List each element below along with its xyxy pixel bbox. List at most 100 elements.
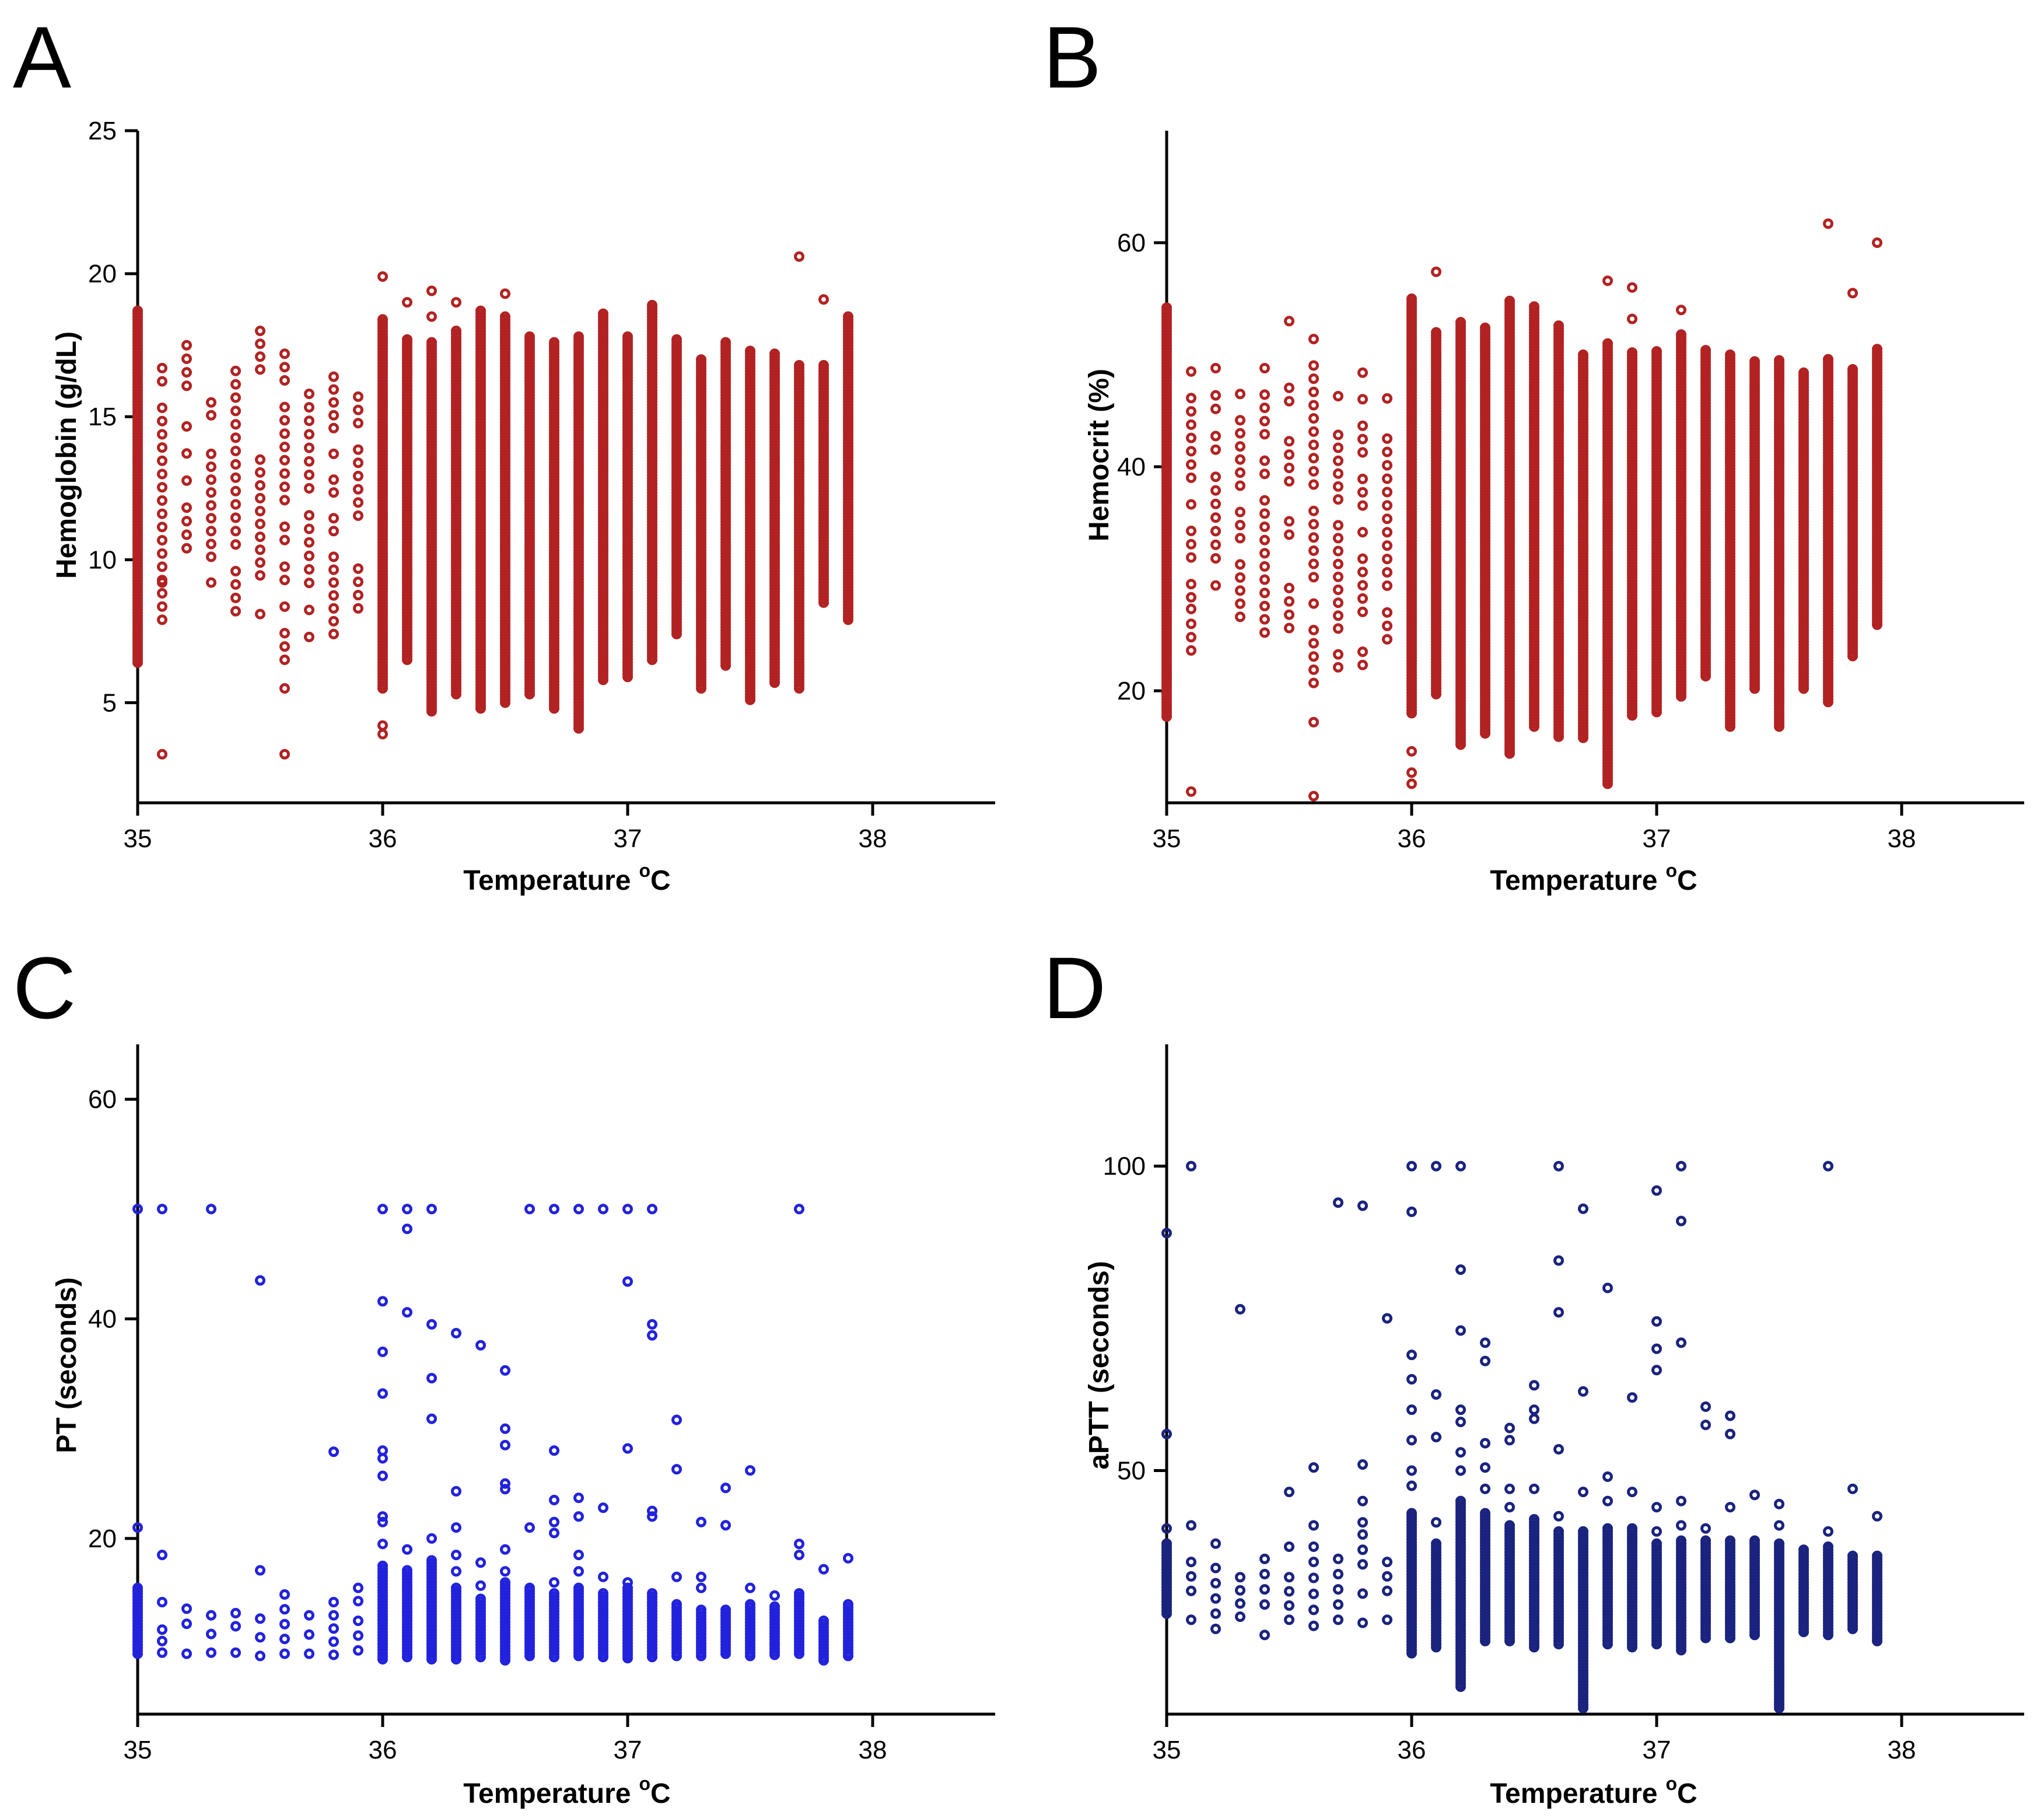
data-point (524, 688, 535, 700)
data-point (426, 706, 437, 717)
outlier-point (377, 729, 388, 740)
data-point (1333, 455, 1343, 466)
data-point (1382, 446, 1392, 457)
data-point (279, 348, 290, 359)
data-point (1308, 598, 1319, 609)
data-point (1357, 447, 1368, 458)
data-point (1333, 597, 1343, 609)
data-point (206, 410, 216, 421)
data-point (157, 482, 167, 493)
data-point (1186, 472, 1196, 483)
data-point (1284, 596, 1294, 607)
data-point (255, 454, 265, 465)
data-point (304, 564, 314, 575)
data-point (230, 459, 241, 470)
data-point (1308, 453, 1319, 464)
data-point (353, 576, 363, 588)
data-point (1357, 646, 1368, 658)
data-point (1308, 413, 1319, 424)
data-point (1235, 585, 1245, 596)
data-point (181, 421, 192, 432)
data-point (1284, 382, 1294, 393)
data-point (157, 469, 167, 480)
data-point (1333, 610, 1343, 621)
data-point (1186, 406, 1196, 417)
data-point (1308, 638, 1319, 649)
data-point (1382, 527, 1392, 538)
data-point (206, 577, 216, 588)
data-point (304, 415, 314, 426)
data-point (1259, 469, 1270, 480)
data-point (1186, 645, 1196, 656)
data-point (279, 601, 290, 612)
data-point (1357, 420, 1368, 431)
data-point (1259, 495, 1270, 506)
data-point (1382, 487, 1392, 498)
outlier-point (1431, 266, 1441, 277)
data-points (1161, 218, 1882, 802)
data-point (1382, 513, 1392, 525)
data-point (230, 405, 241, 417)
data-point (255, 544, 265, 555)
data-point (157, 495, 167, 506)
outlier-point (1406, 778, 1417, 789)
data-point (1308, 519, 1319, 530)
data-point (353, 510, 363, 521)
data-point (1210, 471, 1221, 483)
data-point (1284, 516, 1294, 527)
data-point (1382, 607, 1392, 618)
data-point (1210, 390, 1221, 401)
data-point (279, 654, 290, 665)
data-point (1357, 593, 1368, 604)
data-point (696, 683, 706, 694)
data-point (157, 522, 167, 533)
data-point (1235, 572, 1245, 583)
y-axis-title: Hemocrit (%) (1084, 369, 1115, 541)
data-point (1186, 432, 1196, 443)
data-point (230, 592, 241, 603)
data-point (328, 551, 339, 562)
data-point (304, 510, 314, 521)
data-point (1357, 433, 1368, 445)
data-point (1308, 479, 1319, 490)
data-point (1333, 558, 1343, 569)
data-point (1210, 431, 1221, 442)
data-point (328, 590, 339, 601)
data-point (1308, 505, 1319, 516)
x-tick-label: 37 (1643, 824, 1671, 853)
outlier-point (402, 297, 412, 308)
data-point (1210, 580, 1221, 591)
data-point (1235, 598, 1245, 609)
data-point (230, 499, 241, 510)
data-point (181, 448, 192, 459)
data-point (181, 380, 192, 391)
data-point (157, 376, 167, 387)
data-point (353, 404, 363, 415)
data-point (206, 539, 216, 550)
data-point (1235, 520, 1245, 530)
x-tick-label: 36 (1398, 824, 1426, 853)
data-point (353, 603, 363, 614)
data-point (1259, 588, 1270, 599)
outlier-point (1627, 313, 1637, 324)
data-point (1308, 400, 1319, 411)
data-point (230, 579, 241, 590)
data-point (1284, 623, 1294, 634)
data-point (549, 703, 559, 714)
data-point (1210, 485, 1221, 496)
data-point (720, 660, 731, 671)
data-point (1357, 567, 1368, 578)
data-point (1308, 651, 1319, 662)
data-point (328, 526, 339, 537)
data-point (181, 367, 192, 378)
data-point (671, 628, 682, 639)
data-point (1333, 442, 1343, 453)
data-point (1382, 540, 1392, 551)
data-point (1259, 455, 1270, 466)
data-point (157, 614, 167, 625)
data-point (279, 628, 290, 639)
data-point (328, 513, 339, 524)
outlier-point (1602, 275, 1613, 286)
data-point (1186, 419, 1196, 430)
data-point (304, 537, 314, 548)
